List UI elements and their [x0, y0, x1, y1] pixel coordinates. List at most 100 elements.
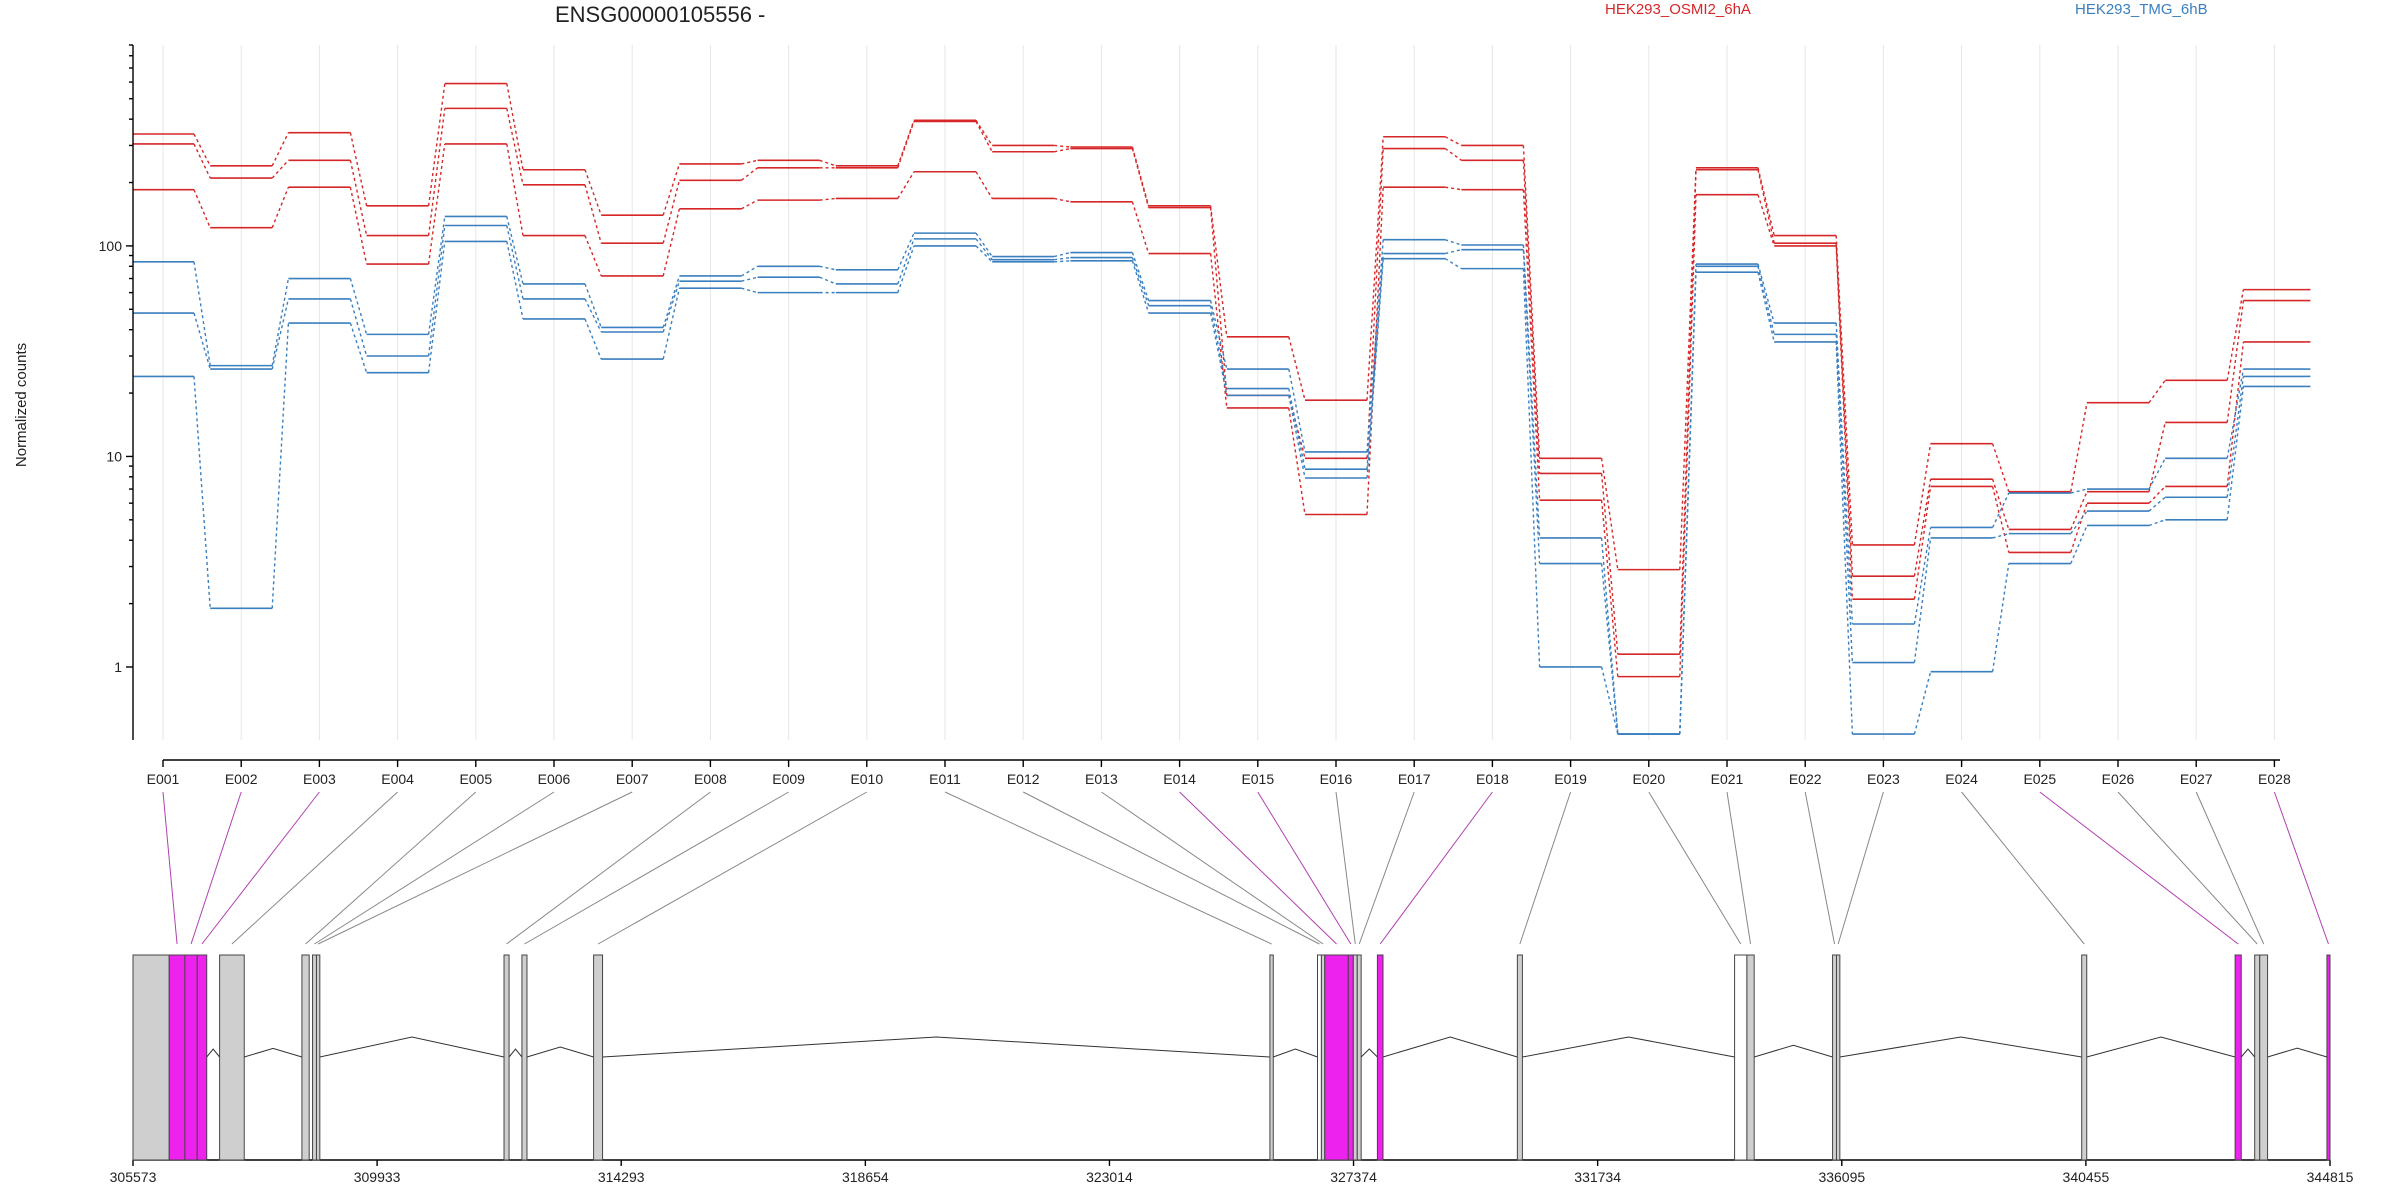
intron-18: [1382, 1036, 1518, 1058]
series-5-join-E016: [1366, 258, 1384, 479]
series-4-join-E017: [1445, 248, 1462, 255]
x-tick-label-E007: E007: [616, 771, 649, 787]
connector-E020: [1648, 791, 1742, 945]
series-2-join-E010: [897, 171, 915, 199]
x-tick-label-E018: E018: [1476, 771, 1509, 787]
series-0-join-E020: [1679, 167, 1697, 570]
connector-E001: [162, 791, 178, 945]
series-4-join-E023: [1913, 537, 1932, 663]
connector-E004: [231, 791, 398, 945]
series-0-join-E018: [1522, 145, 1541, 459]
exon-block-E011: [1269, 954, 1274, 1161]
exon-block-E005: [301, 954, 310, 1161]
series-0-join-E003: [349, 132, 368, 206]
connector-E016: [1335, 791, 1356, 945]
intron-11: [1273, 1048, 1318, 1058]
connector-E028: [2273, 791, 2329, 945]
series-3-join-E004: [427, 216, 446, 335]
series-0-join-E004: [427, 83, 446, 206]
series-5-join-E008: [741, 287, 758, 294]
exon-block-E025: [2234, 954, 2242, 1161]
series-5-join-E026: [2148, 519, 2166, 527]
series-0-join-E016: [1366, 136, 1384, 401]
series-2-join-E015: [1288, 407, 1306, 515]
exon-block-E008: [503, 954, 510, 1161]
connector-E011: [944, 791, 1272, 945]
series-1-join-E006: [584, 184, 602, 244]
exon-block-E017: [1356, 954, 1362, 1161]
exon-block-E013: [1320, 954, 1326, 1161]
series-2-join-E022: [1835, 245, 1854, 600]
x-tick-label-E017: E017: [1398, 771, 1431, 787]
series-1-join-E025: [2070, 491, 2088, 530]
exon-block-E004: [219, 954, 245, 1161]
x-tick-label-E006: E006: [538, 771, 571, 787]
series-3-join-E011: [975, 232, 993, 257]
x-tick-label-E003: E003: [303, 771, 336, 787]
series-2-join-E008: [741, 199, 758, 210]
series-5-join-E015: [1288, 395, 1306, 479]
connector-E021: [1726, 791, 1752, 945]
connector-E015: [1257, 791, 1352, 945]
exon-block-E007: [315, 954, 321, 1161]
series-1-join-E010: [897, 121, 915, 169]
series-1-join-E023: [1913, 479, 1932, 577]
connector-E005: [305, 791, 477, 945]
series-4-join-E014: [1209, 305, 1228, 389]
series-1-join-E020: [1679, 169, 1697, 655]
series-3-join-E023: [1913, 527, 1932, 625]
intron-23: [1839, 1036, 2082, 1058]
x-tick-label-E024: E024: [1945, 771, 1978, 787]
series-3-join-E026: [2148, 457, 2166, 490]
chart-title: ENSG00000105556 -: [555, 2, 765, 27]
gene-model: 305573 309933 314293 318654 323014 327374 3317…: [110, 954, 2354, 1185]
y-tick-label-10: 10: [106, 448, 122, 464]
intron-19: [1522, 1036, 1735, 1058]
x-tick-label-E016: E016: [1320, 771, 1353, 787]
series-0-join-E011: [975, 119, 993, 146]
series-3-join-E014: [1209, 300, 1228, 370]
series-0-join-E019: [1600, 458, 1619, 570]
exon-block-E026: [2254, 954, 2261, 1161]
series-0-join-E022: [1835, 235, 1854, 545]
series-2-join-E023: [1913, 486, 1932, 600]
series-4-join-E024: [1992, 532, 2009, 539]
connector-E007: [317, 791, 633, 945]
genomic-tick-label-318654: 318654: [842, 1169, 889, 1185]
connector-E010: [597, 791, 868, 945]
connector-E026: [2117, 791, 2258, 945]
series-2-join-E007: [662, 208, 681, 277]
series-4-join-E001: [193, 312, 211, 370]
series-4-join-E015: [1288, 388, 1306, 470]
series-3-join-E002: [271, 278, 290, 366]
x-tick-label-E004: E004: [381, 771, 414, 787]
x-tick-label-E009: E009: [772, 771, 805, 787]
series-4-join-E006: [584, 298, 602, 333]
series-1-join-E017: [1444, 147, 1462, 161]
series-4-join-E022: [1835, 334, 1854, 663]
connector-E017: [1358, 791, 1415, 945]
genomic-tick-label-314293: 314293: [598, 1169, 645, 1185]
series-3-join-E010: [897, 232, 915, 271]
exon-block-E019: [1516, 954, 1523, 1161]
series-1-join-E005: [506, 108, 524, 185]
exon-block-E001: [168, 954, 186, 1161]
series-0-join-E024: [1991, 443, 2010, 492]
series-0-join-E025: [2070, 402, 2088, 492]
series-5-join-E014: [1209, 312, 1228, 396]
x-tick-label-E013: E013: [1085, 771, 1118, 787]
x-tick-label-E023: E023: [1867, 771, 1900, 787]
legend-entry-osmi2: HEK293_OSMI2_6hA: [1605, 1, 1751, 18]
intron-8: [508, 1048, 523, 1058]
series-3-join-E003: [349, 278, 368, 335]
series-5-join-E012: [1054, 260, 1071, 263]
series-1-join-E018: [1522, 160, 1541, 474]
y-axis-label: Normalized counts: [13, 343, 30, 467]
series-4-join-E009: [819, 276, 837, 285]
series-4-join-E011: [975, 238, 993, 261]
exon-block-E027: [2259, 954, 2269, 1161]
series-1-join-E014: [1209, 207, 1228, 396]
series-3-join-E024: [1991, 492, 2010, 528]
series-3-join-E013: [1131, 252, 1150, 301]
exon-block-E020: [1734, 954, 1748, 1161]
